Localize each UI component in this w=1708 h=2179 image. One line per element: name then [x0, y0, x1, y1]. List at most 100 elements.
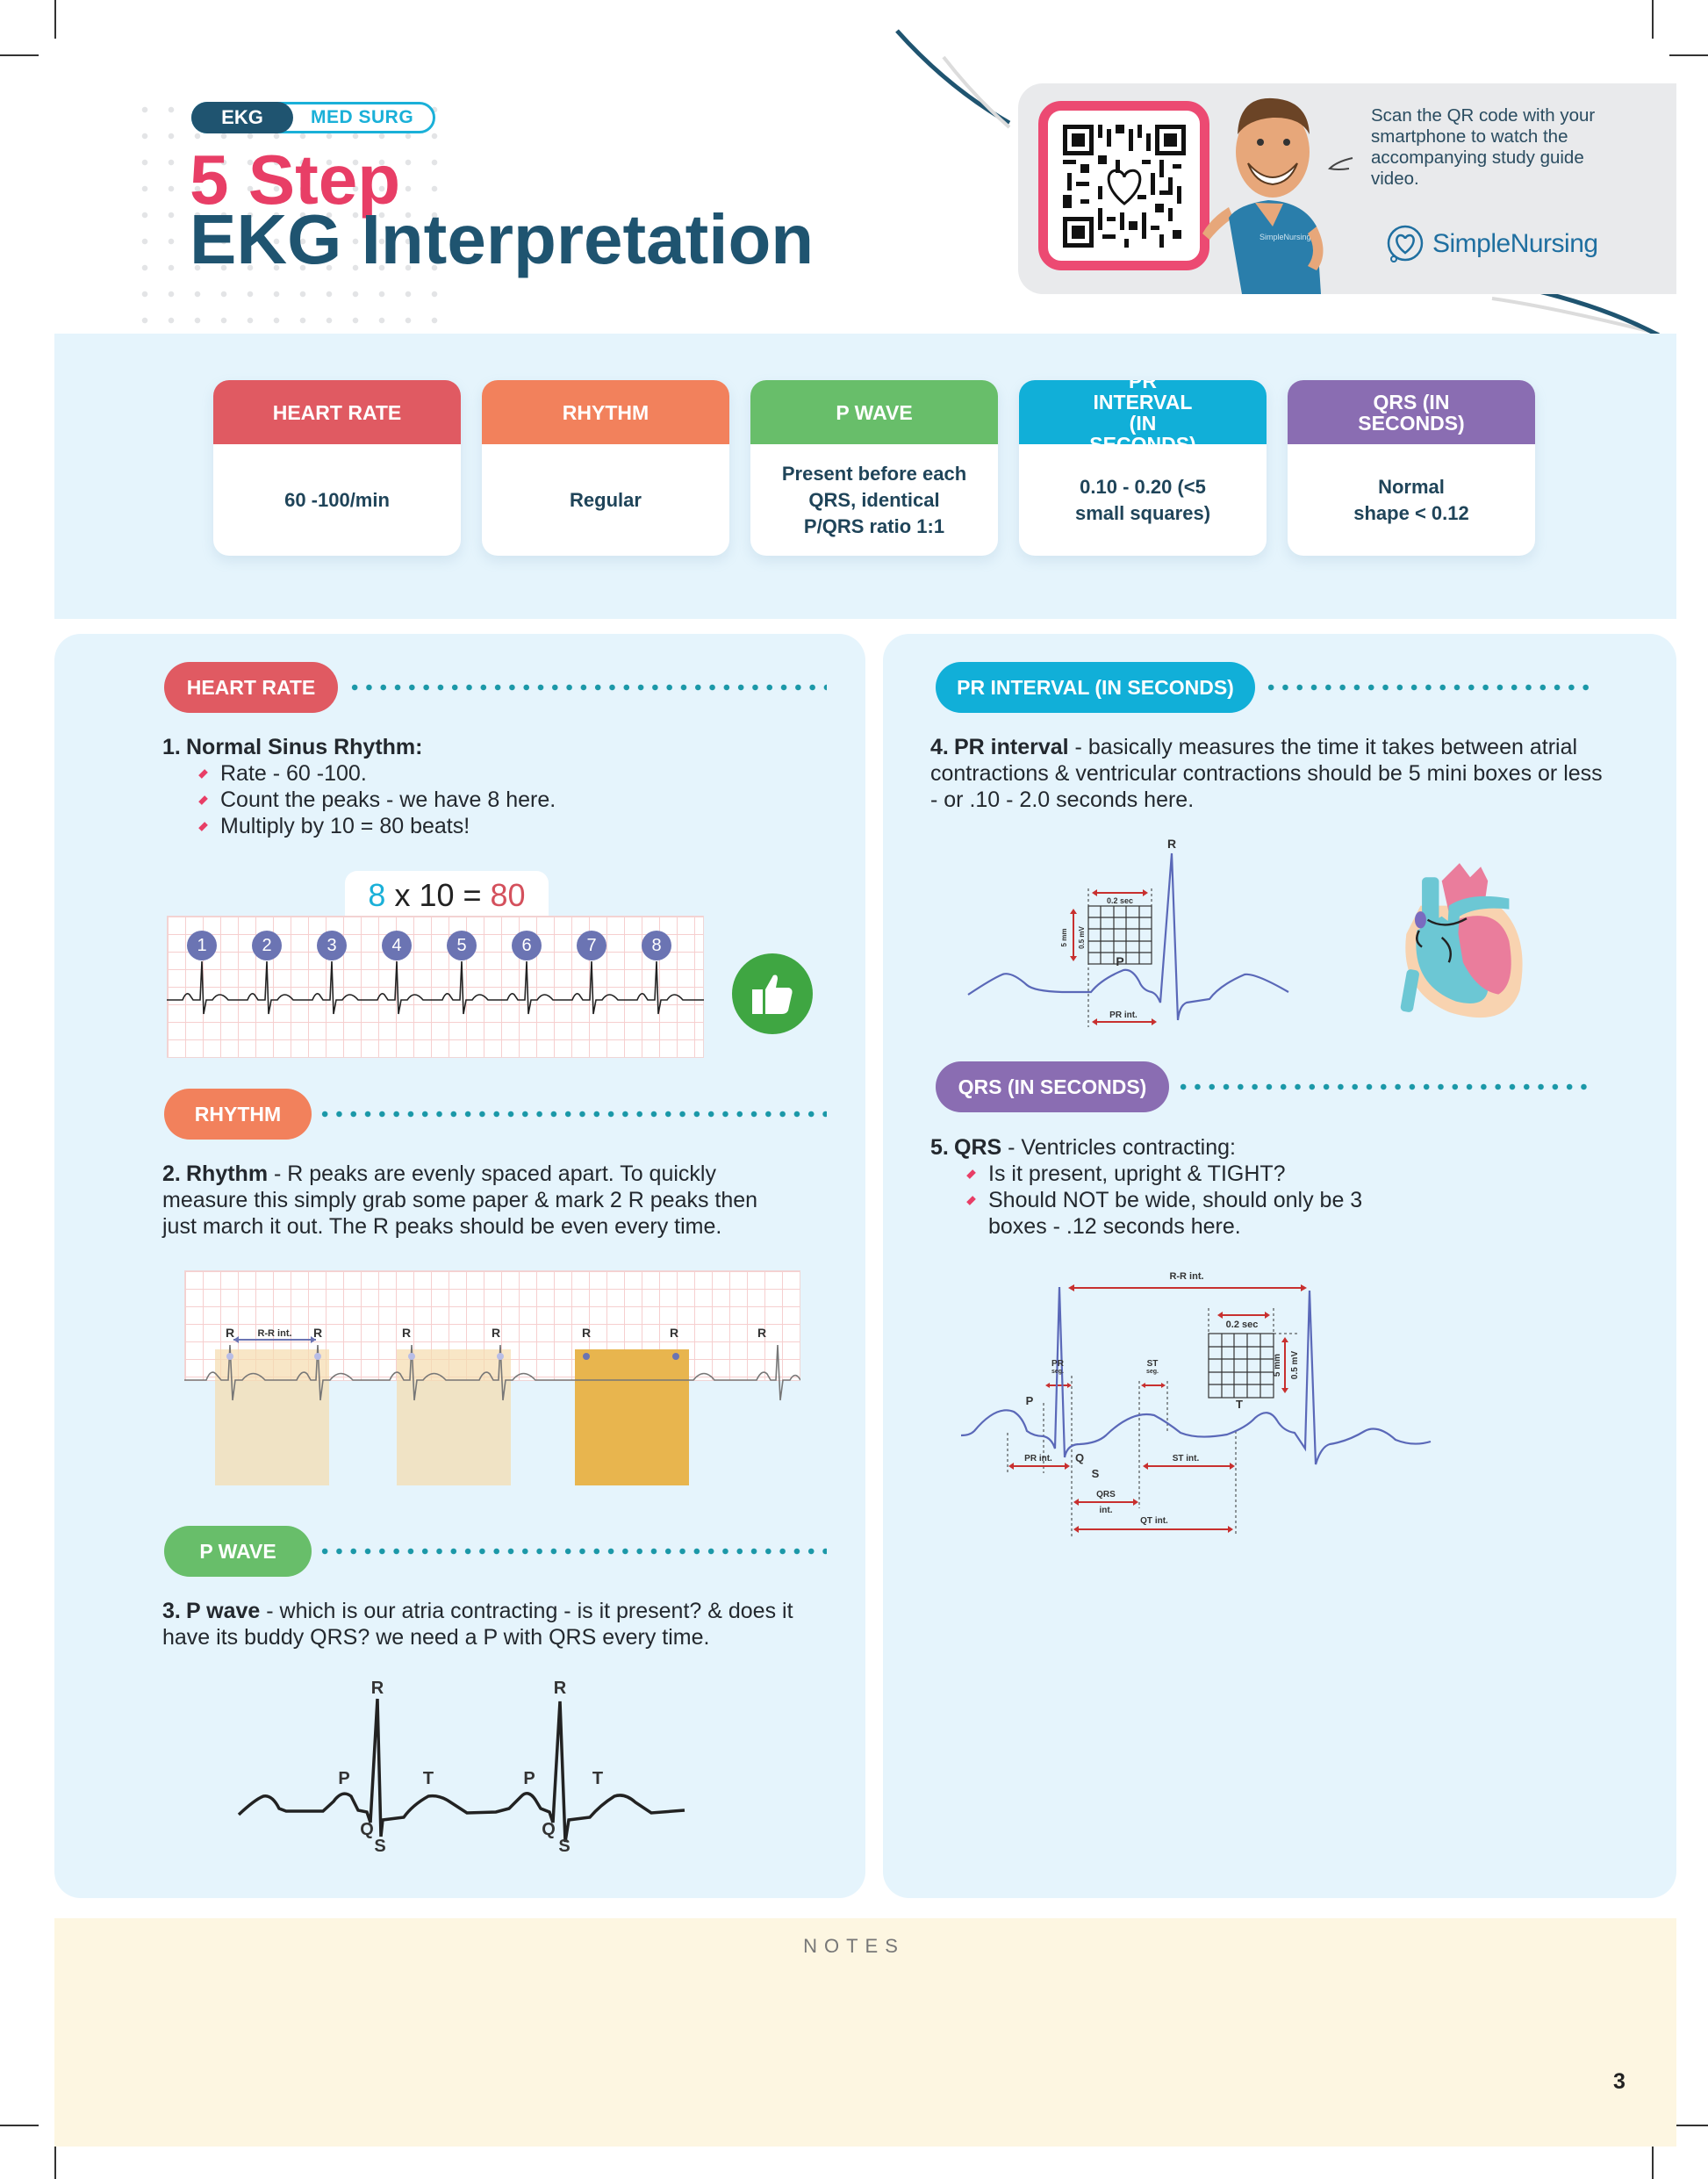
pr-interval-diagram: 0.2 sec R P PR int. 5 mm 0.5 mV — [967, 837, 1289, 1027]
card-value: 60 -100/min — [284, 488, 390, 511]
svg-text:P: P — [1026, 1394, 1034, 1407]
left-panel — [54, 634, 865, 1898]
card-title: PR INTERVAL (IN SECONDS) — [1019, 380, 1267, 455]
pr-interval-text: 4. PR interval - basically measures the t… — [930, 735, 1603, 812]
qr-code[interactable] — [1038, 101, 1209, 270]
dotted-divider — [318, 1548, 827, 1555]
brand-name: SimpleNursing — [1432, 229, 1598, 258]
qr-code-icon — [1062, 124, 1186, 248]
beat-number-badge: 2 — [252, 931, 282, 960]
dotted-divider — [1176, 1083, 1590, 1090]
svg-text:SimpleNursing: SimpleNursing — [1259, 233, 1311, 241]
qrs-text: 5. QRS - Ventricles contracting: Is it pr… — [930, 1134, 1404, 1240]
p-wave-diagram: R P T Q S R P T Q S — [237, 1679, 685, 1856]
brand-logo[interactable]: SimpleNursing — [1385, 224, 1598, 264]
qrs-annotated-diagram: R-R int. 0.2 sec 5 mm 0.5 mV PR seg. ST … — [960, 1271, 1432, 1536]
section-pill-rhythm: RHYTHM — [164, 1089, 312, 1140]
section-pill-pr-interval: PR INTERVAL (IN SECONDS) — [936, 662, 1255, 713]
summary-card-pr-interval: PR INTERVAL (IN SECONDS) 0.10 - 0.20 (<5… — [1019, 380, 1267, 556]
crop-mark — [1652, 2140, 1654, 2179]
section-pill-p-wave: P WAVE — [164, 1526, 312, 1577]
svg-text:ST int.: ST int. — [1173, 1454, 1200, 1463]
svg-text:PR int.: PR int. — [1109, 1010, 1137, 1020]
svg-text:Q: Q — [1075, 1451, 1084, 1464]
category-tags: EKG MED SURG — [191, 102, 435, 133]
summary-card-heart-rate: HEART RATE 60 -100/min — [213, 380, 461, 556]
notes-label: NOTES — [803, 1935, 905, 1957]
tag-med-surg: MED SURG — [311, 107, 414, 127]
beat-number-badge: 5 — [447, 931, 477, 960]
svg-text:R: R — [371, 1679, 384, 1698]
svg-text:seg.: seg. — [1146, 1369, 1159, 1375]
svg-text:T: T — [423, 1769, 434, 1788]
section-pill-heart-rate: HEART RATE — [164, 662, 338, 713]
page-title-line2: EKG Interpretation — [190, 200, 815, 278]
svg-text:int.: int. — [1100, 1506, 1113, 1515]
svg-text:0.5 mV: 0.5 mV — [1078, 925, 1086, 948]
svg-text:QRS: QRS — [1096, 1490, 1116, 1499]
svg-text:R: R — [402, 1326, 411, 1340]
beat-number-badge: 3 — [317, 931, 347, 960]
right-panel — [883, 634, 1676, 1898]
svg-text:R: R — [757, 1326, 766, 1340]
dot-pattern-decoration — [132, 97, 439, 334]
heart-rate-equation: 8 x 10 = 80 — [345, 871, 549, 920]
svg-text:PR int.: PR int. — [1024, 1454, 1052, 1463]
card-value: 0.10 - 0.20 (<5 small squares) — [1074, 475, 1211, 524]
crop-mark — [54, 0, 56, 39]
svg-text:0.2 sec: 0.2 sec — [1107, 896, 1133, 905]
beat-number-badge: 1 — [187, 931, 217, 960]
tag-ekg: EKG — [191, 102, 293, 133]
speech-tick-icon — [1328, 157, 1353, 170]
svg-text:QT int.: QT int. — [1140, 1516, 1168, 1526]
svg-text:Q: Q — [360, 1820, 374, 1839]
svg-text:R: R — [313, 1326, 322, 1340]
svg-text:S: S — [1092, 1467, 1100, 1480]
svg-text:R: R — [1167, 837, 1176, 851]
crop-mark — [1669, 54, 1708, 56]
dotted-divider — [1264, 684, 1590, 691]
dotted-divider — [318, 1111, 827, 1118]
svg-text:R: R — [582, 1326, 591, 1340]
heart-rate-text: 1. Normal Sinus Rhythm: Rate - 60 -100. C… — [162, 734, 794, 839]
svg-text:P: P — [523, 1769, 535, 1788]
svg-text:Q: Q — [542, 1820, 556, 1839]
heart-rate-ekg-trace — [167, 960, 704, 1015]
page-number: 3 — [1613, 2069, 1625, 2094]
crop-mark — [1669, 2125, 1708, 2126]
card-title: HEART RATE — [213, 380, 461, 444]
svg-text:R: R — [492, 1326, 500, 1340]
svg-text:0.5 mV: 0.5 mV — [1290, 1351, 1300, 1380]
svg-text:5 mm: 5 mm — [1273, 1354, 1282, 1377]
dotted-divider — [348, 684, 827, 691]
svg-text:R: R — [670, 1326, 678, 1340]
card-value: Normal shape < 0.12 — [1353, 475, 1469, 524]
card-title: RHYTHM — [482, 380, 729, 444]
svg-text:0.2 sec: 0.2 sec — [1226, 1320, 1259, 1330]
card-title: QRS (IN SECONDS) — [1288, 380, 1535, 444]
svg-text:R-R int.: R-R int. — [1169, 1271, 1203, 1282]
beat-number-badge: 8 — [642, 931, 671, 960]
nurse-mascot-illustration: SimpleNursing — [1202, 97, 1324, 294]
svg-text:P: P — [338, 1769, 349, 1788]
crop-mark — [1652, 0, 1654, 39]
svg-text:T: T — [1236, 1398, 1243, 1411]
beat-number-badge: 7 — [577, 931, 606, 960]
svg-text:R-R int.: R-R int. — [257, 1328, 291, 1339]
beat-number-badge: 6 — [512, 931, 542, 960]
summary-card-p-wave: P WAVE Present before each QRS, identica… — [750, 380, 998, 556]
beat-number-badge: 4 — [382, 931, 412, 960]
card-value: Regular — [570, 488, 642, 511]
p-wave-text: 3. P wave - which is our atria contractin… — [162, 1599, 793, 1650]
svg-text:5 mm: 5 mm — [1060, 929, 1068, 947]
notes-area[interactable] — [54, 1918, 1676, 2147]
svg-text:P: P — [1116, 954, 1123, 968]
section-pill-qrs: QRS (IN SECONDS) — [936, 1061, 1169, 1112]
svg-text:S: S — [558, 1837, 570, 1856]
card-title: P WAVE — [750, 380, 998, 444]
stethoscope-heart-icon — [1387, 225, 1424, 262]
svg-text:S: S — [374, 1837, 385, 1856]
card-value: Present before each QRS, identical P/QRS… — [781, 462, 967, 537]
svg-text:PR: PR — [1051, 1359, 1065, 1369]
rhythm-text: 2. Rhythm - R peaks are evenly spaced apa… — [162, 1161, 758, 1239]
